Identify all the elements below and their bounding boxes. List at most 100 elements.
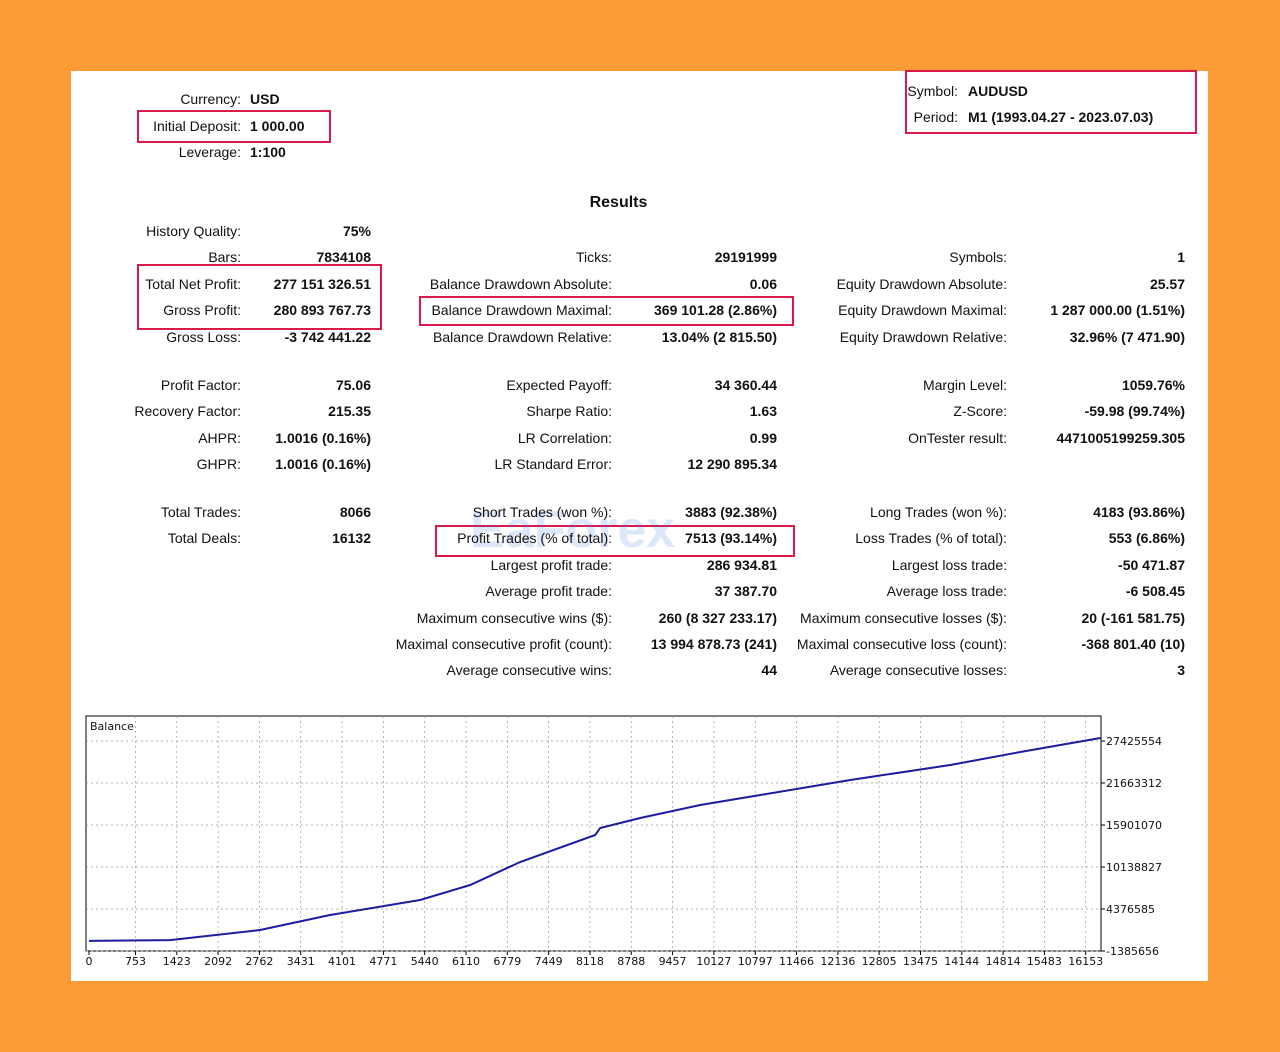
result-label: Average loss trade: — [886, 583, 1007, 600]
x-tick-label: 6779 — [493, 955, 521, 968]
result-value: 7513 (93.14%) — [685, 530, 777, 547]
field-label: Currency: — [180, 91, 241, 107]
result-value: 3883 (92.38%) — [685, 504, 777, 520]
x-tick-label: 1423 — [163, 955, 191, 968]
result-label: History Quality: — [146, 223, 241, 239]
result-label: Equity Drawdown Absolute: — [836, 275, 1007, 292]
result-value: 8066 — [339, 504, 371, 520]
x-tick-label: 0 — [86, 955, 93, 968]
result-value: 75.06 — [335, 377, 371, 393]
x-tick-label: 753 — [125, 955, 146, 968]
result-label: Average consecutive wins: — [446, 662, 613, 679]
result-label: Total Deals: — [167, 530, 241, 547]
field-value: AUDUSD — [968, 83, 1028, 99]
x-tick-label: 12136 — [820, 955, 855, 968]
result-label: Loss Trades (% of total): — [855, 530, 1007, 547]
result-value: -6 508.45 — [1125, 583, 1185, 600]
result-value: 20 (-161 581.75) — [1081, 609, 1185, 626]
field-value: 1:100 — [250, 144, 286, 160]
field-label: Leverage: — [178, 144, 241, 160]
highlight-box — [435, 525, 795, 557]
result-label: Total Trades: — [160, 504, 241, 520]
result-value: 277 151 326.51 — [273, 275, 371, 292]
result-label: Average consecutive losses: — [829, 662, 1007, 679]
result-value: 369 101.28 (2.86%) — [654, 302, 777, 319]
watermark: EaForex — [470, 501, 676, 559]
result-label: Maximum consecutive wins ($): — [416, 609, 612, 626]
result-label: LR Correlation: — [517, 429, 612, 446]
result-label: Maximum consecutive losses ($): — [800, 609, 1007, 626]
result-label: Short Trades (won %): — [472, 504, 612, 520]
result-value: 0.06 — [749, 275, 777, 292]
result-value: 4471005199259.305 — [1056, 429, 1185, 446]
result-label: Gross Profit: — [163, 302, 241, 319]
result-label: Maximal consecutive profit (count): — [395, 636, 612, 652]
result-value: 16132 — [332, 530, 371, 547]
x-tick-label: 16153 — [1068, 955, 1103, 968]
y-tick-label: -1385656 — [1106, 945, 1159, 958]
result-value: 286 934.81 — [706, 556, 777, 573]
result-value: 1059.76% — [1121, 377, 1185, 393]
results-title: Results — [589, 194, 648, 211]
result-value: -368 801.40 (10) — [1081, 636, 1185, 652]
field-label: Symbol: — [907, 83, 958, 99]
result-label: OnTester result: — [908, 429, 1007, 446]
result-value: 1.0016 (0.16%) — [275, 456, 371, 473]
result-label: Z-Score: — [953, 403, 1007, 420]
highlight-box — [419, 296, 794, 326]
result-label: Profit Factor: — [160, 377, 241, 393]
balance-line — [88, 737, 1101, 942]
highlight-box — [905, 70, 1197, 134]
y-tick-label: 10138827 — [1106, 861, 1162, 874]
x-tick-label: 14144 — [944, 955, 979, 968]
result-value: 7834108 — [316, 249, 371, 266]
result-value: 553 (6.86%) — [1108, 530, 1185, 547]
x-tick-label: 11466 — [779, 955, 814, 968]
x-tick-label: 4771 — [369, 955, 397, 968]
result-label: Average profit trade: — [485, 583, 612, 600]
result-value: 12 290 895.34 — [687, 456, 777, 473]
result-value: 3 — [1177, 662, 1185, 679]
field-value: M1 (1993.04.27 - 2023.07.03) — [968, 109, 1154, 125]
result-label: Long Trades (won %): — [870, 504, 1007, 520]
y-tick-label: 21663312 — [1106, 777, 1162, 790]
result-label: Symbols: — [949, 249, 1007, 266]
result-value: 4183 (93.86%) — [1093, 504, 1185, 520]
result-value: 0.99 — [749, 429, 777, 446]
result-value: -50 471.87 — [1118, 556, 1185, 573]
result-value: 215.35 — [328, 403, 371, 420]
result-value: 280 893 767.73 — [273, 302, 371, 319]
y-tick-label: 15901070 — [1106, 819, 1162, 832]
result-value: 25.57 — [1149, 275, 1185, 292]
result-label: AHPR: — [198, 429, 241, 446]
x-tick-label: 10127 — [696, 955, 731, 968]
result-label: Ticks: — [575, 249, 612, 266]
result-value: 260 (8 327 233.17) — [658, 609, 777, 626]
x-tick-label: 6110 — [452, 955, 480, 968]
result-label: Balance Drawdown Absolute: — [429, 275, 612, 292]
result-label: Recovery Factor: — [134, 403, 241, 420]
result-label: Expected Payoff: — [506, 377, 612, 393]
field-label: Period: — [913, 109, 958, 125]
x-tick-label: 8788 — [617, 955, 645, 968]
y-tick-label: 27425554 — [1106, 735, 1162, 748]
x-tick-label: 5440 — [411, 955, 439, 968]
x-tick-label: 4101 — [328, 955, 356, 968]
field-value: USD — [250, 91, 280, 107]
result-label: Equity Drawdown Relative: — [839, 328, 1007, 345]
result-value: 1 287 000.00 (1.51%) — [1050, 302, 1185, 319]
result-label: Profit Trades (% of total): — [457, 530, 612, 547]
x-tick-label: 13475 — [903, 955, 938, 968]
result-value: 1.63 — [749, 403, 777, 420]
result-value: 13 994 878.73 (241) — [650, 636, 777, 652]
result-value: 29191999 — [714, 249, 777, 266]
result-label: LR Standard Error: — [494, 456, 613, 473]
result-label: Equity Drawdown Maximal: — [838, 302, 1007, 319]
x-tick-label: 15483 — [1027, 955, 1062, 968]
result-label: Maximal consecutive loss (count): — [796, 636, 1007, 652]
plot-area — [85, 715, 1102, 952]
result-label: Bars: — [208, 249, 241, 266]
result-label: Sharpe Ratio: — [526, 403, 612, 420]
field-value: 1 000.00 — [250, 118, 305, 134]
